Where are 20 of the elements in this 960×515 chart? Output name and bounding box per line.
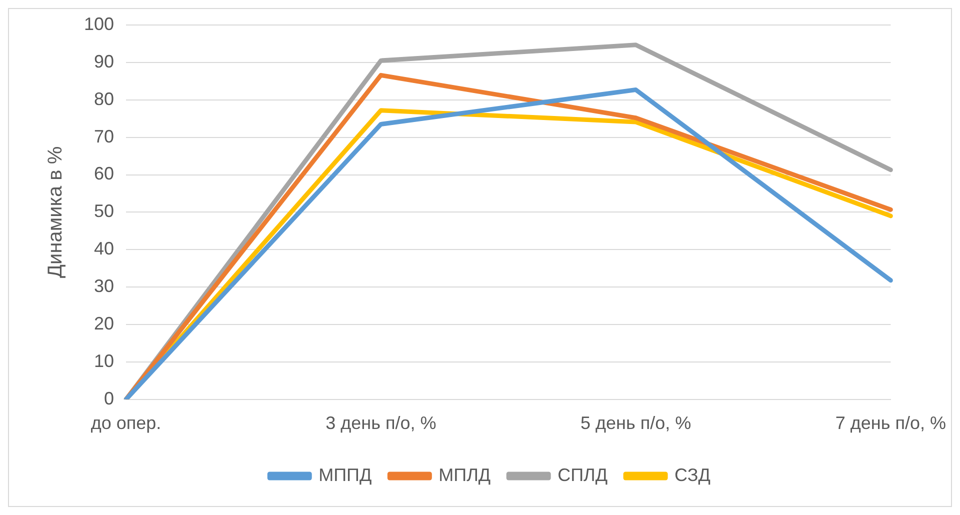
legend-label: МПЛД <box>438 464 491 485</box>
y-tick-label: 50 <box>94 201 114 222</box>
x-tick-label: 5 день п/о, % <box>580 413 692 434</box>
y-tick-label: 20 <box>94 313 114 334</box>
x-tick-label: 7 день п/о, % <box>835 413 946 434</box>
legend-label: СПЛД <box>558 464 608 485</box>
legend-label: СЗД <box>674 464 710 485</box>
y-tick-label: 70 <box>94 126 114 146</box>
y-tick-label: 60 <box>94 164 114 184</box>
y-tick-label: 80 <box>94 88 114 109</box>
y-tick-label: 0 <box>104 388 114 408</box>
y-tick-label: 40 <box>94 238 114 259</box>
y-tick-label: 10 <box>94 350 114 371</box>
x-tick-label: до опер. <box>90 413 162 434</box>
x-tick-label: 3 день п/о, % <box>326 413 436 434</box>
legend-label: МППД <box>318 464 372 485</box>
y-axis-title: Динамика в % <box>44 146 67 278</box>
y-tick-label: 90 <box>94 51 114 72</box>
y-tick-label: 30 <box>94 276 114 296</box>
y-tick-label: 100 <box>84 14 114 34</box>
